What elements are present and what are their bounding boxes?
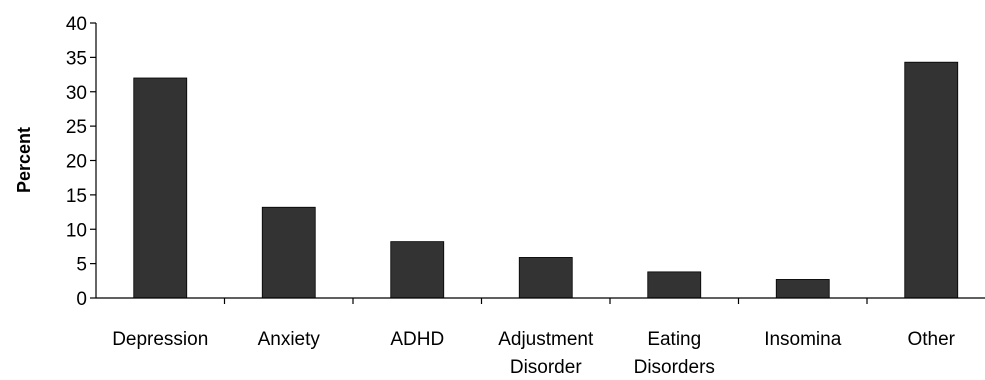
- bars: [133, 61, 959, 299]
- bar: [647, 271, 702, 299]
- bar: [133, 77, 188, 299]
- bar: [390, 241, 445, 299]
- y-tick-label: 10: [66, 220, 87, 241]
- bar: [261, 206, 316, 299]
- x-tick-label: Adjustment: [498, 329, 594, 350]
- x-tick-label: Depression: [112, 329, 208, 350]
- x-tick-label: Other: [907, 329, 955, 350]
- y-tick-label: 5: [76, 255, 87, 276]
- x-tick-label: Disorder: [510, 357, 582, 378]
- x-tick-label: Eating: [647, 329, 701, 350]
- x-axis: Depression Anxiety ADHD Adjustment Disorder E…: [112, 298, 956, 378]
- y-axis-label: Percent: [14, 127, 34, 193]
- y-tick-label: 0: [76, 289, 87, 310]
- x-tick-label: ADHD: [390, 329, 444, 350]
- y-axis: 0 5 10 15 20 25 30 35 40: [66, 14, 96, 310]
- x-tick-label: Insomina: [764, 329, 842, 350]
- x-tick-label: Anxiety: [258, 329, 321, 350]
- y-tick-label: 35: [66, 48, 87, 69]
- y-tick-label: 25: [66, 117, 87, 138]
- y-tick-label: 15: [66, 186, 87, 207]
- y-tick-label: 30: [66, 83, 87, 104]
- bar: [775, 279, 830, 299]
- x-tick-label: Disorders: [634, 357, 715, 378]
- bar: [518, 257, 573, 299]
- y-tick-label: 40: [66, 14, 87, 35]
- bar: [904, 61, 959, 299]
- y-tick-label: 20: [66, 152, 87, 173]
